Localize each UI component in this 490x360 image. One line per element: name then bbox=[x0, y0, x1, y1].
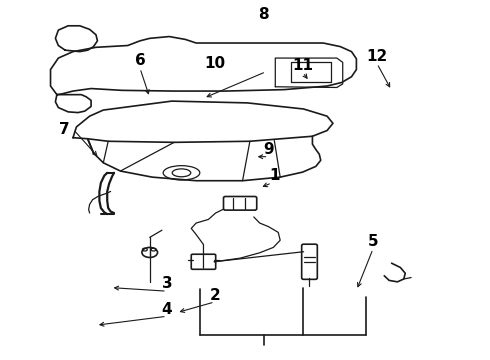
Text: 4: 4 bbox=[162, 302, 172, 317]
Text: 10: 10 bbox=[204, 56, 225, 71]
Text: 8: 8 bbox=[258, 7, 269, 22]
Text: 7: 7 bbox=[59, 122, 70, 136]
Text: 3: 3 bbox=[162, 276, 172, 292]
Text: 6: 6 bbox=[135, 53, 146, 68]
Text: 9: 9 bbox=[263, 142, 274, 157]
Text: 5: 5 bbox=[368, 234, 378, 249]
Text: 2: 2 bbox=[209, 288, 220, 303]
Text: 12: 12 bbox=[367, 49, 388, 64]
Text: 1: 1 bbox=[269, 168, 280, 183]
Text: 11: 11 bbox=[292, 58, 313, 73]
